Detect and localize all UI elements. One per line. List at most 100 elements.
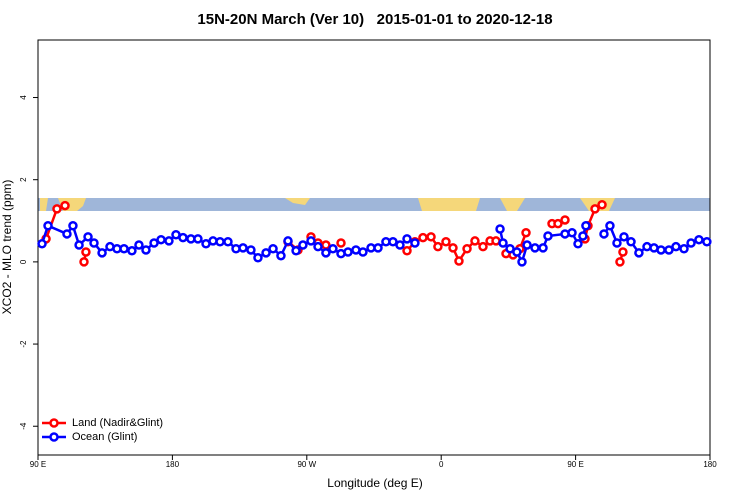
point (605, 220, 615, 231)
point (156, 234, 166, 245)
x-tick-label: 90 W (297, 460, 316, 469)
point (321, 248, 331, 258)
point (530, 243, 540, 253)
point (215, 236, 225, 247)
x-tick-label: 90 E (567, 460, 583, 469)
point (83, 232, 93, 242)
point (223, 236, 233, 247)
y-axis-label: XCO2 - MLO trend (ppm) (0, 180, 14, 315)
point (478, 241, 488, 252)
point (543, 231, 553, 241)
point (62, 229, 72, 239)
point (149, 238, 159, 248)
point (448, 243, 458, 253)
point (560, 215, 570, 225)
point (119, 243, 129, 254)
point (60, 200, 70, 211)
point (373, 243, 383, 253)
point (238, 243, 248, 253)
point (664, 245, 674, 255)
point (246, 245, 256, 255)
y-tick-label: 2 (19, 177, 28, 182)
point (402, 234, 412, 244)
chart-title: 15N-20N March (Ver 10) 2015-01-01 to 202… (197, 11, 552, 28)
point (441, 236, 451, 247)
point (141, 245, 151, 255)
legend-marker (49, 418, 59, 428)
point (253, 253, 263, 263)
point (567, 227, 577, 238)
point (193, 234, 203, 244)
point (679, 243, 689, 254)
point (612, 238, 622, 248)
point (418, 232, 428, 243)
point (410, 238, 420, 248)
point (306, 236, 316, 246)
point (79, 257, 89, 267)
x-tick-label: 0 (439, 460, 444, 469)
point (462, 243, 472, 254)
legend-label: Ocean (Glint) (72, 431, 137, 443)
point (336, 238, 346, 248)
point (433, 241, 443, 252)
point (656, 245, 666, 255)
y-tick-label: 0 (19, 259, 28, 264)
point (512, 247, 522, 257)
point (74, 240, 84, 250)
point (395, 240, 405, 250)
point (276, 250, 286, 261)
point (343, 247, 353, 257)
point (671, 241, 681, 252)
point (37, 239, 47, 249)
point (261, 248, 271, 258)
point (328, 243, 338, 254)
x-axis-label: Longitude (deg E) (327, 476, 422, 490)
plot-frame (37, 39, 711, 456)
point (521, 227, 531, 238)
point (498, 238, 508, 248)
x-tick-label: 180 (166, 460, 180, 469)
point (68, 220, 78, 231)
point (517, 257, 527, 267)
point (298, 240, 308, 250)
point (291, 246, 301, 256)
point (573, 239, 583, 249)
point (454, 256, 464, 266)
point (702, 236, 712, 247)
legend-marker (49, 432, 59, 442)
point (268, 243, 278, 254)
point (599, 229, 609, 239)
point (495, 224, 505, 234)
point (388, 236, 398, 247)
point (694, 234, 704, 245)
y-tick-label: -2 (19, 340, 28, 348)
point (97, 248, 107, 258)
point (470, 236, 480, 246)
point (127, 246, 137, 256)
point (358, 247, 368, 257)
point (43, 220, 53, 231)
point (615, 257, 625, 267)
point (426, 232, 436, 242)
point (52, 204, 62, 214)
map-strip (38, 198, 710, 211)
point (164, 236, 174, 246)
point (634, 248, 644, 258)
point (618, 247, 628, 257)
point (686, 238, 696, 248)
point (538, 243, 548, 253)
x-tick-label: 180 (703, 460, 717, 469)
legend-label: Land (Nadir&Glint) (72, 417, 163, 429)
point (597, 200, 607, 210)
point (178, 232, 188, 243)
point (89, 238, 99, 248)
point (402, 246, 412, 256)
y-tick-label: 4 (19, 95, 28, 100)
point (581, 220, 591, 231)
y-tick-label: -4 (19, 422, 28, 430)
point (553, 218, 563, 229)
point (578, 231, 588, 241)
point (522, 240, 532, 250)
point (619, 232, 629, 242)
